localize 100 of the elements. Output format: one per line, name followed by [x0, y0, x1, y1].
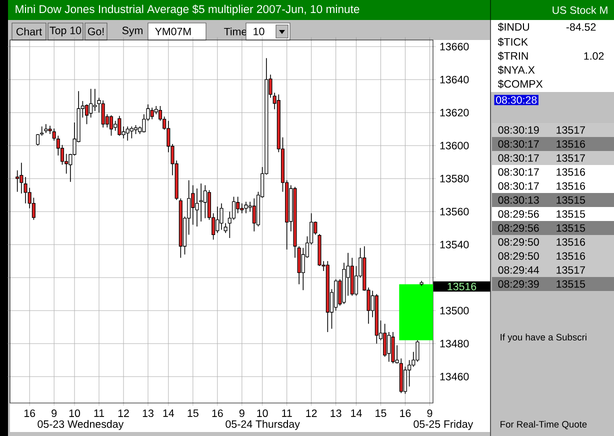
text: 13516: [556, 238, 586, 246]
text: 08:30:19: [498, 126, 539, 134]
candlestick: [110, 114, 114, 136]
text: 1.02: [584, 52, 604, 60]
text: 13516: [556, 168, 586, 176]
candlestick: [232, 196, 236, 220]
text: 08:30:17: [498, 140, 539, 148]
x-tick-label: 13: [142, 409, 154, 418]
text: If you have a Subscri: [500, 334, 586, 342]
y-tick-label: 13580: [440, 174, 469, 182]
text: US Stock M: [552, 6, 608, 14]
y-tick-label: 13640: [440, 76, 469, 84]
candlestick: [203, 184, 207, 219]
candlestick: [44, 124, 48, 134]
y-tick-label: 13600: [440, 142, 469, 150]
y-tick-label: 13500: [440, 306, 469, 314]
candlestick: [130, 126, 134, 139]
candlestick: [93, 88, 97, 112]
text: 05-24 Thursday: [226, 420, 300, 430]
candlestick: [150, 107, 154, 120]
text: 08:29:50: [498, 238, 539, 246]
x-tick-label: 12: [118, 409, 129, 417]
text: 08:29:39: [498, 280, 539, 288]
x-tick-label: 11: [282, 409, 292, 417]
text: 13515: [556, 196, 586, 204]
candlestick: [52, 128, 56, 142]
text: 10: [254, 28, 264, 36]
text: 08:30:13: [498, 196, 539, 204]
candlestick: [118, 116, 122, 136]
text: 13516: [556, 182, 586, 190]
text: 08:30:17: [498, 182, 539, 190]
text: For Real-Time Quote: [500, 420, 587, 430]
x-tick-label: 14: [351, 409, 362, 417]
text: Chart: [16, 28, 42, 36]
text: 13515: [556, 224, 586, 232]
text: 13517: [556, 126, 585, 134]
text: 08:29:50: [498, 252, 539, 260]
text: 13515: [556, 210, 586, 218]
text: 08:30:28: [496, 96, 537, 104]
text: Top 10: [50, 26, 82, 36]
text: $TRIN: [498, 52, 528, 60]
candlestick: [191, 184, 195, 226]
x-tick-label: 11: [94, 409, 104, 417]
text: 05-23 Wednesday: [38, 420, 124, 430]
y-tick-label: 13460: [440, 372, 469, 380]
candlestick: [416, 340, 420, 362]
candlestick: [85, 104, 89, 125]
candlestick: [244, 201, 248, 214]
text: 05-25 Friday: [414, 420, 474, 430]
text: 13517: [556, 154, 585, 162]
x-tick-label: 12: [306, 409, 317, 417]
x-tick-label: 15: [188, 409, 198, 417]
text: 13516: [556, 140, 586, 148]
candlestick: [387, 332, 391, 362]
candlestick: [403, 366, 408, 394]
text: Go!: [88, 28, 104, 36]
text: -84.52: [566, 23, 596, 31]
x-tick-label: 10: [257, 409, 268, 418]
candlestick: [220, 202, 224, 230]
x-tick-label: 10: [69, 409, 80, 418]
candlestick: [199, 183, 203, 222]
text: 08:30:17: [498, 168, 539, 176]
chart-title: Mini Dow Jones Industrial Average $5 multiplier 2007-Jun, 10 minute: [16, 4, 360, 16]
x-tick-label: 9: [427, 409, 432, 418]
candlestick: [36, 134, 40, 146]
x-tick-label: 9: [52, 409, 57, 418]
x-tick-label: 16: [212, 409, 223, 418]
text: Time: [224, 28, 247, 36]
text: $INDU: [498, 22, 530, 32]
candlestick: [20, 162, 24, 194]
x-tick-label: 16: [24, 409, 36, 418]
text: $COMPX: [498, 80, 543, 88]
candlestick: [101, 100, 105, 128]
text: $NYA.X: [498, 66, 535, 74]
text: 13516: [556, 252, 586, 260]
text: YM07M: [155, 28, 191, 36]
x-tick-label: 9: [239, 409, 244, 418]
text: 08:29:56: [498, 224, 539, 232]
text: 13516: [448, 282, 476, 290]
y-tick-label: 13480: [440, 340, 469, 348]
text: 08:29:56: [498, 210, 539, 218]
candlestick: [252, 198, 256, 232]
x-tick-label: 14: [163, 409, 174, 417]
candlestick: [16, 170, 20, 192]
candlestick: [89, 88, 93, 118]
x-tick-label: 13: [330, 409, 342, 418]
candlestick: [383, 323, 387, 358]
candlestick: [126, 126, 130, 142]
candlestick: [114, 120, 118, 132]
text: Sym: [122, 26, 142, 36]
y-tick-label: 13620: [440, 108, 469, 116]
y-tick-label: 13560: [440, 208, 469, 216]
text: $TICK: [498, 38, 528, 46]
candlestick: [240, 202, 244, 214]
text: 08:29:44: [498, 266, 540, 274]
text: 13517: [556, 266, 585, 274]
x-tick-label: 15: [376, 409, 386, 417]
candlestick: [40, 126, 44, 136]
text: 13515: [556, 280, 586, 288]
y-tick-label: 13660: [440, 42, 469, 50]
